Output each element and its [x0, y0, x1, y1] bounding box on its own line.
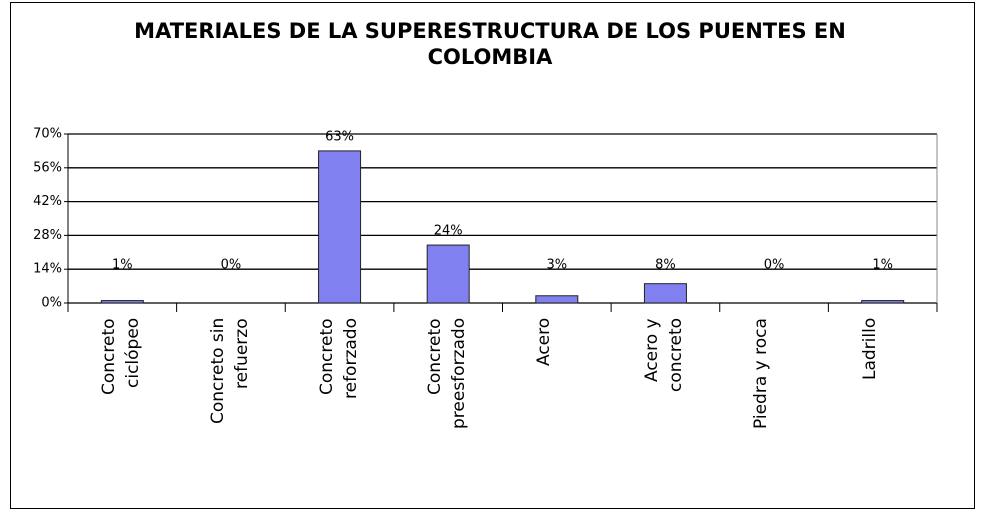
y-tick-label: 0%: [41, 296, 62, 311]
x-tick-label: Piedra y roca: [751, 318, 772, 429]
chart-title: MATERIALES DE LA SUPERESTRUCTURA DE LOS …: [134, 19, 846, 69]
data-label: 24%: [434, 224, 463, 239]
data-label: 3%: [547, 257, 568, 272]
bar: [426, 244, 470, 304]
chart-border: [10, 2, 975, 509]
bar: [861, 300, 905, 304]
x-tick-label: Acero: [533, 318, 554, 367]
y-tick-label: 70%: [33, 127, 62, 142]
bar: [100, 300, 144, 304]
data-label: 63%: [325, 129, 354, 144]
x-tick-label: Concreto ciclópeo: [99, 318, 144, 395]
x-tick-label: Concreto reforzado: [316, 318, 361, 399]
x-tick-label: Ladrillo: [859, 318, 880, 381]
bar: [318, 150, 362, 304]
data-label: 1%: [872, 257, 893, 272]
y-tick-label: 14%: [33, 262, 62, 277]
y-tick-label: 56%: [33, 160, 62, 175]
data-label: 1%: [112, 257, 133, 272]
y-tick-label: 28%: [33, 228, 62, 243]
data-label: 0%: [764, 257, 785, 272]
y-tick-label: 42%: [33, 194, 62, 209]
bar: [643, 283, 687, 304]
bar: [535, 295, 579, 304]
data-label: 8%: [655, 257, 676, 272]
x-tick-label: Concreto sin refuerzo: [207, 318, 252, 425]
x-tick-label: Acero y concreto: [642, 318, 687, 393]
x-tick-label: Concreto preesforzado: [425, 318, 470, 430]
data-label: 0%: [221, 257, 242, 272]
